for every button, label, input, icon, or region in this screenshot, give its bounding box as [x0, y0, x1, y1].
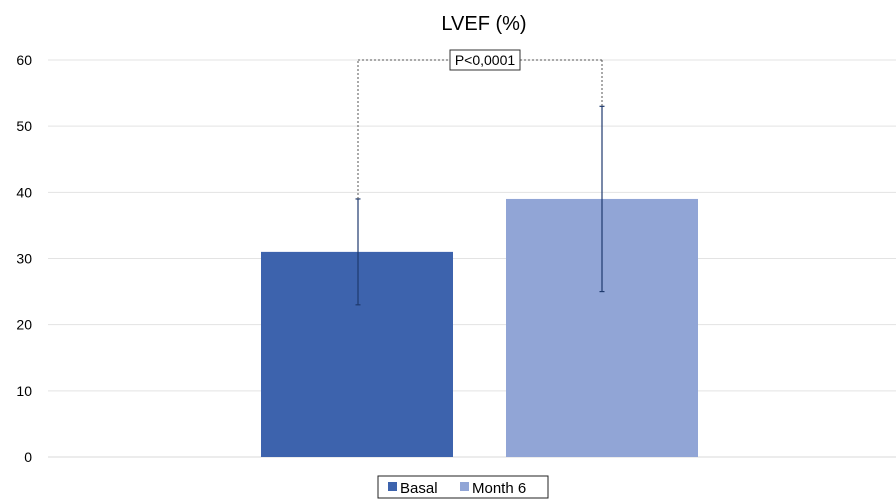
chart-title: LVEF (%) [441, 13, 526, 35]
y-tick-label: 10 [16, 383, 32, 399]
y-tick-label: 30 [16, 251, 32, 267]
y-tick-label: 50 [16, 118, 32, 134]
y-tick-label: 0 [24, 449, 32, 465]
legend-label-basal: Basal [400, 480, 438, 497]
error-bars-group [355, 105, 605, 306]
legend-swatch-basal [388, 482, 397, 491]
y-tick-label: 40 [16, 184, 32, 200]
legend: Basal Month 6 [377, 475, 549, 499]
bars-group [261, 198, 698, 457]
bar-basal [261, 251, 453, 457]
legend-swatch-month-6 [460, 482, 469, 491]
y-tick-label: 60 [16, 52, 32, 68]
legend-label-month-6: Month 6 [472, 480, 526, 497]
y-axis: 0 10 20 30 40 50 60 [16, 52, 32, 465]
p-value-label: P<0,0001 [455, 52, 516, 68]
y-tick-label: 20 [16, 317, 32, 333]
significance-annotation: P<0,0001 [357, 49, 603, 199]
p-value-box [449, 49, 521, 71]
gridlines [48, 59, 896, 392]
